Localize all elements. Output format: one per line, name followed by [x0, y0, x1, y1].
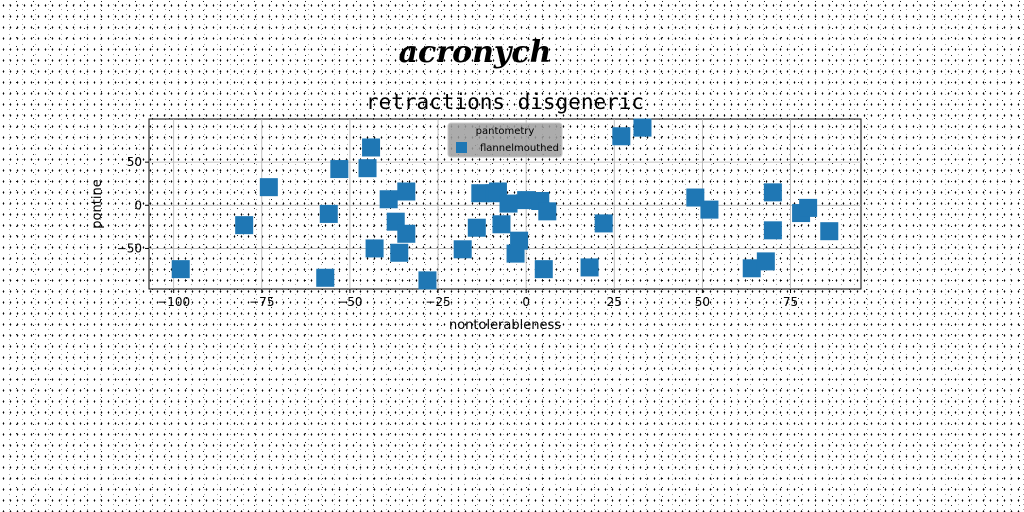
data-point: [700, 200, 719, 219]
y-tick-label: 0: [134, 198, 142, 212]
data-point: [362, 138, 381, 157]
data-point: [453, 240, 472, 259]
legend-marker: [456, 142, 467, 153]
x-tick-label: −50: [337, 295, 362, 309]
data-point: [467, 218, 486, 237]
data-point: [379, 190, 398, 209]
x-tick-label: −75: [249, 295, 274, 309]
data-point: [763, 183, 782, 202]
data-point: [534, 260, 553, 279]
data-point: [471, 184, 490, 203]
legend-entry-label: flannelmouthed: [480, 143, 559, 154]
data-point: [799, 198, 818, 217]
data-point: [319, 204, 338, 223]
x-tick-label: 50: [695, 295, 710, 309]
data-point: [594, 214, 613, 233]
data-point: [763, 221, 782, 240]
legend: pantometry flannelmouthed: [447, 122, 563, 158]
data-point: [580, 258, 599, 277]
x-tick-label: 25: [607, 295, 622, 309]
data-points: [171, 118, 839, 290]
data-point: [499, 194, 518, 213]
data-point: [756, 252, 775, 271]
data-point: [365, 239, 384, 258]
data-point: [171, 260, 190, 279]
data-point: [820, 222, 839, 241]
plot-area: [148, 118, 862, 290]
data-point: [235, 216, 254, 235]
legend-title: pantometry: [476, 126, 535, 137]
data-point: [418, 271, 437, 290]
data-point: [686, 188, 705, 207]
data-point: [358, 159, 377, 178]
data-point: [742, 259, 761, 278]
data-point: [510, 231, 529, 250]
y-axis-label: pontine: [90, 179, 105, 228]
data-point: [612, 127, 631, 146]
figure-suptitle: acronych: [399, 35, 552, 70]
x-axis-ticks: −100 −75 −50 −25 0 25 50 75: [157, 289, 798, 309]
data-point: [316, 268, 335, 287]
data-point: [330, 160, 349, 179]
x-tick-label: 0: [522, 295, 530, 309]
chart-title: retractions disgeneric: [366, 90, 644, 114]
data-point: [538, 202, 557, 221]
data-point: [517, 191, 536, 210]
x-tick-label: −100: [157, 295, 190, 309]
data-point: [397, 182, 416, 201]
data-point: [390, 243, 409, 262]
y-tick-label: −50: [117, 241, 142, 255]
x-tick-label: −25: [425, 295, 450, 309]
legend-box: [447, 122, 563, 158]
data-point: [259, 178, 278, 197]
x-tick-label: 75: [783, 295, 798, 309]
data-point: [492, 215, 511, 234]
x-axis-label: nontolerableness: [449, 318, 561, 333]
data-point: [633, 118, 652, 137]
y-tick-label: 50: [127, 155, 142, 169]
y-axis-ticks: −50 0 50: [117, 155, 149, 255]
data-point: [397, 224, 416, 243]
